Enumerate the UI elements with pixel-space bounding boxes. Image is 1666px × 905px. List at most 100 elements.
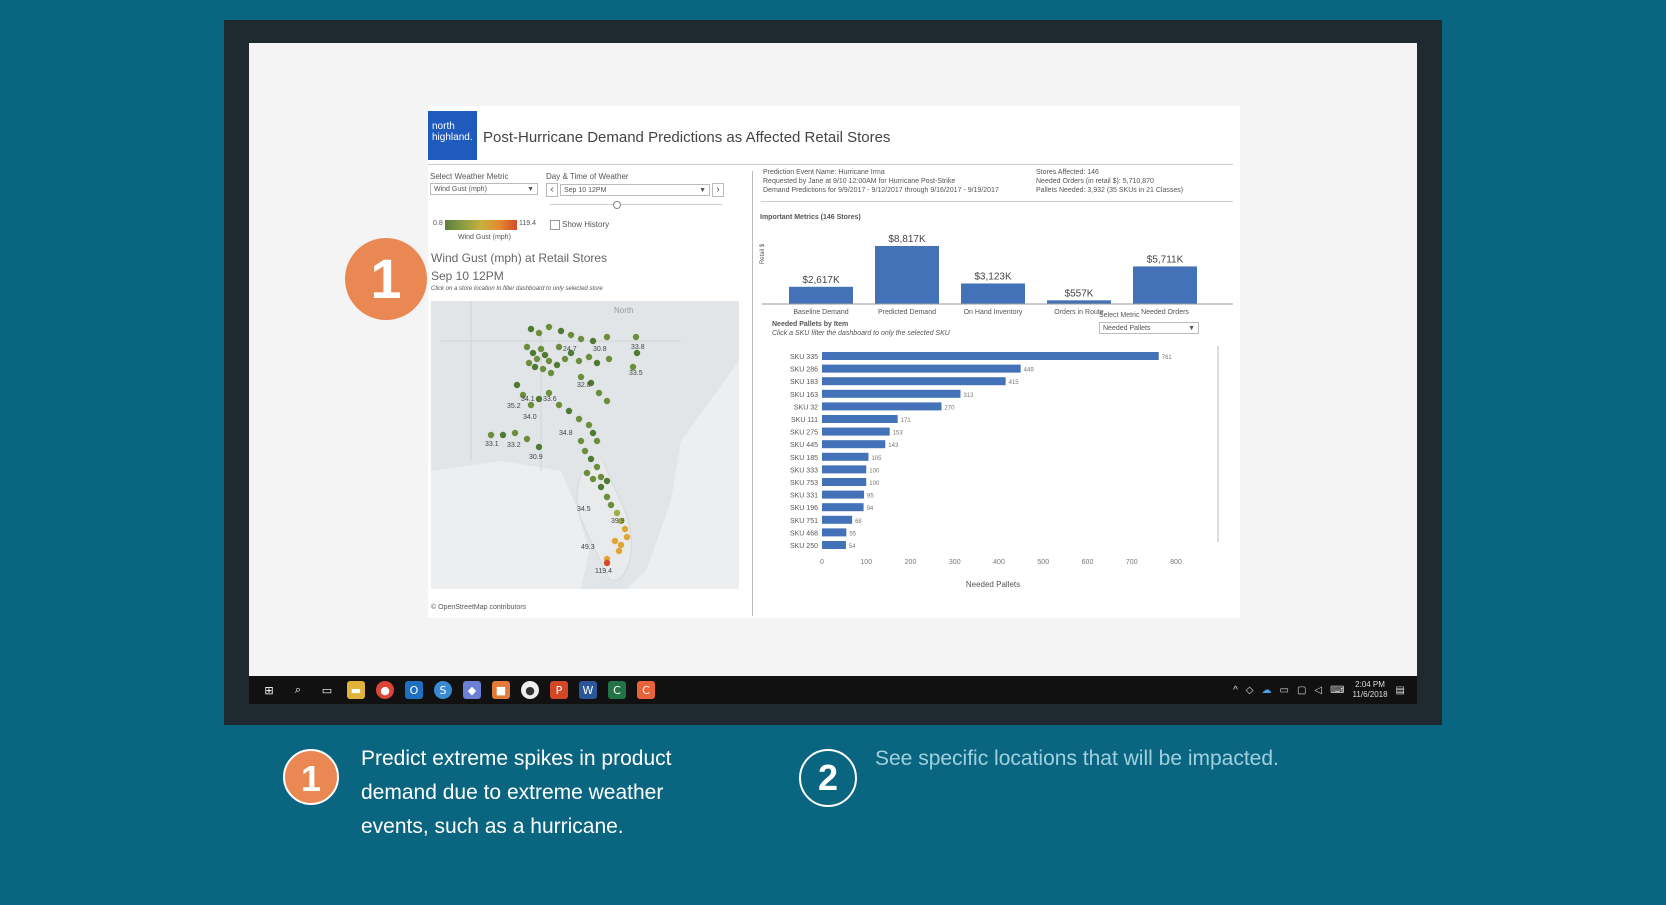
store-map[interactable]: North 24.7 30.8 33.8 33.5 32.8 34.1 33.6 35.2 34… xyxy=(431,301,739,589)
store-marker[interactable] xyxy=(633,349,641,357)
weather-metric-dropdown[interactable]: Wind Gust (mph) ▼ xyxy=(430,183,538,195)
sku-bar[interactable] xyxy=(822,415,898,423)
sku-bar[interactable] xyxy=(822,465,867,474)
store-marker[interactable] xyxy=(535,443,543,451)
store-marker[interactable] xyxy=(629,363,637,371)
chevron-up-icon[interactable]: ^ xyxy=(1233,684,1238,696)
store-marker[interactable] xyxy=(585,421,593,429)
store-marker[interactable] xyxy=(621,525,629,533)
store-marker[interactable] xyxy=(575,415,583,423)
store-marker[interactable] xyxy=(617,517,625,525)
store-marker[interactable] xyxy=(565,407,573,415)
store-marker[interactable] xyxy=(593,437,601,445)
metric-bar[interactable] xyxy=(961,283,1025,304)
store-marker[interactable] xyxy=(553,361,561,369)
app-icon[interactable]: C xyxy=(637,681,655,699)
sku-bar[interactable] xyxy=(822,452,869,461)
file-explorer-icon[interactable]: ▬ xyxy=(347,681,365,699)
store-marker[interactable] xyxy=(531,363,539,371)
sku-bar[interactable] xyxy=(822,402,942,411)
store-marker[interactable] xyxy=(511,429,519,437)
metric-bar[interactable] xyxy=(1047,300,1111,304)
store-marker[interactable] xyxy=(597,483,605,491)
sku-bar[interactable] xyxy=(822,389,961,398)
taskbar-clock[interactable]: 2:04 PM 11/6/2018 xyxy=(1353,680,1388,700)
sku-bar[interactable] xyxy=(822,478,867,486)
store-marker[interactable] xyxy=(499,431,507,439)
store-marker[interactable] xyxy=(555,401,563,409)
store-marker[interactable] xyxy=(587,455,595,463)
sku-label[interactable]: SKU 250 xyxy=(790,543,818,550)
store-marker[interactable] xyxy=(523,435,531,443)
store-marker[interactable] xyxy=(603,559,611,567)
sku-label[interactable]: SKU 32 xyxy=(794,404,818,411)
store-marker[interactable] xyxy=(527,325,535,333)
excel-icon[interactable]: C xyxy=(608,681,626,699)
store-marker[interactable] xyxy=(535,329,543,337)
store-marker[interactable] xyxy=(487,431,495,439)
metric-bar[interactable] xyxy=(1133,266,1197,304)
store-marker[interactable] xyxy=(533,355,541,363)
sku-label[interactable]: SKU 183 xyxy=(790,379,818,386)
sku-label[interactable]: SKU 286 xyxy=(790,367,818,374)
keyboard-icon[interactable]: ⌨ xyxy=(1330,684,1345,696)
store-marker[interactable] xyxy=(615,547,623,555)
app-icon[interactable]: ◆ xyxy=(463,681,481,699)
store-marker[interactable] xyxy=(597,473,605,481)
store-marker[interactable] xyxy=(567,349,575,357)
battery-icon[interactable]: ▭ xyxy=(1279,684,1289,696)
next-time-button[interactable]: › xyxy=(712,183,724,197)
store-marker[interactable] xyxy=(593,359,601,367)
sku-label[interactable]: SKU 275 xyxy=(790,430,818,437)
store-marker[interactable] xyxy=(577,373,585,381)
sku-label[interactable]: SKU 196 xyxy=(790,505,818,512)
store-marker[interactable] xyxy=(617,541,625,549)
store-marker[interactable] xyxy=(539,365,547,373)
store-marker[interactable] xyxy=(523,343,531,351)
app-icon[interactable]: ■ xyxy=(492,681,510,699)
sku-label[interactable]: SKU 163 xyxy=(790,392,818,399)
store-marker[interactable] xyxy=(529,349,537,357)
store-marker[interactable] xyxy=(603,477,611,485)
sku-label[interactable]: SKU 335 xyxy=(790,354,818,361)
store-marker[interactable] xyxy=(541,351,549,359)
store-marker[interactable] xyxy=(589,337,597,345)
store-marker[interactable] xyxy=(519,391,527,399)
store-marker[interactable] xyxy=(589,429,597,437)
windows-start-icon[interactable]: ⊞ xyxy=(264,683,274,697)
store-marker[interactable] xyxy=(607,501,615,509)
time-slider-handle[interactable] xyxy=(613,201,621,209)
store-marker[interactable] xyxy=(561,355,569,363)
outlook-icon[interactable]: O xyxy=(405,681,423,699)
sku-bar[interactable] xyxy=(822,503,864,512)
sku-bar[interactable] xyxy=(822,541,846,549)
sku-bar[interactable] xyxy=(822,528,847,537)
volume-icon[interactable]: ◁ xyxy=(1314,684,1323,696)
sku-label[interactable]: SKU 111 xyxy=(791,417,818,424)
store-marker[interactable] xyxy=(583,469,591,477)
store-marker[interactable] xyxy=(623,533,631,541)
store-markers[interactable]: 24.7 30.8 33.8 33.5 32.8 34.1 33.6 35.234.0 34.8… xyxy=(485,323,645,575)
task-view-icon[interactable]: ▭ xyxy=(321,683,333,697)
sku-bar[interactable] xyxy=(822,440,886,449)
store-marker[interactable] xyxy=(603,493,611,501)
search-icon[interactable]: ⌕ xyxy=(294,683,302,696)
sku-label[interactable]: SKU 333 xyxy=(790,467,818,474)
app-icon[interactable]: ● xyxy=(521,681,539,699)
store-marker[interactable] xyxy=(613,509,621,517)
store-marker[interactable] xyxy=(555,343,563,351)
sku-label[interactable]: SKU 185 xyxy=(790,455,818,462)
metrics-chart[interactable]: Retail $ $2,617K $8,817K $3,123K $557K $5,71… xyxy=(758,224,1238,316)
store-marker[interactable] xyxy=(577,335,585,343)
store-marker[interactable] xyxy=(595,389,603,397)
store-marker[interactable] xyxy=(581,447,589,455)
word-icon[interactable]: W xyxy=(579,681,597,699)
sku-bar[interactable] xyxy=(822,515,853,524)
store-marker[interactable] xyxy=(525,359,533,367)
store-marker[interactable] xyxy=(513,381,521,389)
show-history-checkbox[interactable] xyxy=(550,220,560,230)
chrome-icon[interactable]: ● xyxy=(376,681,394,699)
store-marker[interactable] xyxy=(587,379,595,387)
sku-label[interactable]: SKU 468 xyxy=(790,530,818,537)
store-marker[interactable] xyxy=(577,437,585,445)
